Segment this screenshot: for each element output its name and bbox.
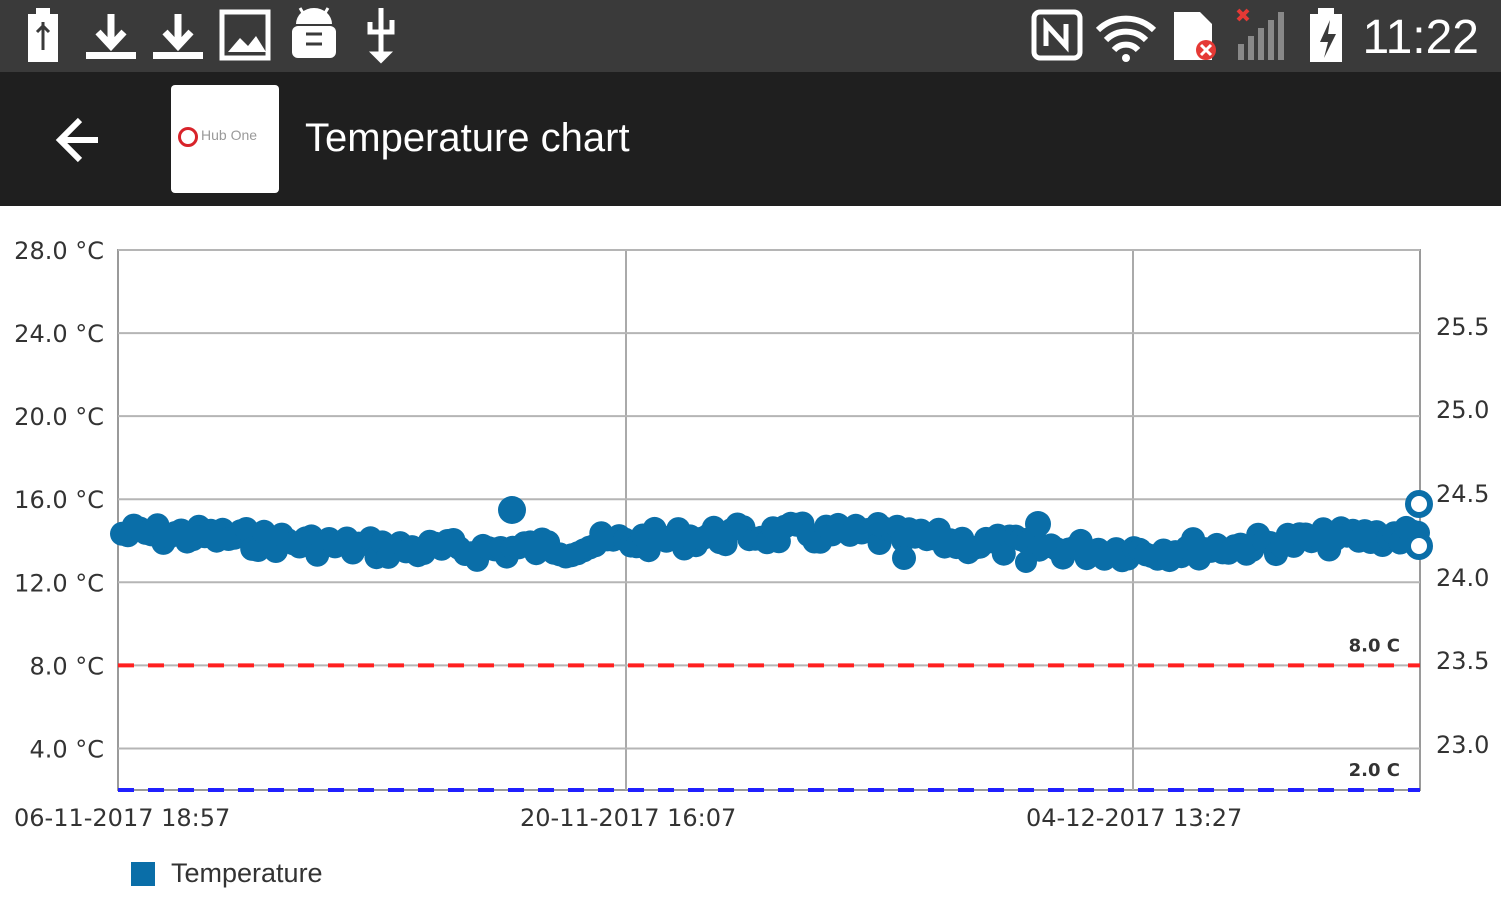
y-tick-label: 16.0 °C — [14, 486, 104, 514]
back-button[interactable] — [40, 102, 120, 178]
y2-tick-label: 23.5 — [1436, 647, 1489, 675]
legend-swatch — [131, 862, 155, 886]
y-tick-label: 4.0 °C — [29, 735, 104, 763]
wifi-icon — [1095, 15, 1157, 62]
data-point — [1015, 551, 1037, 573]
data-point-last — [1405, 532, 1433, 560]
y2-tick-label: 25.0 — [1436, 396, 1489, 424]
y-tick-label: 20.0 °C — [14, 403, 104, 431]
signal-no-service-icon — [1236, 8, 1284, 60]
status-icons — [28, 7, 1342, 64]
data-point — [234, 517, 259, 541]
download-icon — [153, 14, 203, 59]
x-tick-label: 04-12-2017 13:27 — [1026, 804, 1242, 832]
y-tick-label: 8.0 °C — [29, 652, 104, 680]
legend-label: Temperature — [171, 858, 323, 888]
right-axis: 23.0 23.5 24.0 24.5 25.0 25.5 — [1436, 313, 1489, 759]
status-bar: 11:22 — [0, 0, 1501, 72]
status-clock: 11:22 — [1362, 11, 1479, 64]
x-tick-label: 20-11-2017 16:07 — [520, 804, 736, 832]
y2-tick-label: 23.0 — [1436, 731, 1489, 759]
logo-ring-icon — [178, 127, 198, 147]
y-tick-label: 28.0 °C — [14, 237, 104, 265]
image-icon — [219, 9, 271, 61]
sim-error-icon — [1174, 12, 1216, 60]
download-icon — [86, 14, 136, 59]
limit-lines: 8.0 C 2.0 C — [118, 635, 1420, 792]
nfc-icon — [1031, 9, 1083, 61]
app-bar: Hub One Temperature chart — [0, 72, 1501, 206]
y-tick-label: 12.0 °C — [14, 569, 104, 597]
android-debug-icon — [292, 7, 336, 58]
y2-tick-label: 24.0 — [1436, 564, 1489, 592]
limit-line-label: 2.0 C — [1349, 760, 1400, 781]
x-axis: 06-11-2017 18:57 20-11-2017 16:07 04-12-20… — [14, 804, 1242, 832]
limit-line-label: 8.0 C — [1349, 635, 1400, 656]
x-tick-label: 06-11-2017 18:57 — [14, 804, 230, 832]
usb-icon — [367, 8, 395, 64]
left-axis: 4.0 °C 8.0 °C 12.0 °C 16.0 °C 20.0 °C 24.0 °C… — [14, 237, 104, 763]
page-title: Temperature chart — [305, 116, 630, 160]
app-logo: Hub One — [171, 85, 279, 193]
y2-tick-label: 25.5 — [1436, 313, 1489, 341]
y2-tick-label: 24.5 — [1436, 480, 1489, 508]
data-point — [892, 546, 916, 570]
y-tick-label: 24.0 °C — [14, 320, 104, 348]
data-point — [498, 496, 526, 524]
battery-usb-icon — [28, 8, 58, 62]
arrow-left-icon — [55, 117, 98, 163]
data-point — [866, 512, 890, 536]
temperature-chart: 4.0 °C 8.0 °C 12.0 °C 16.0 °C 20.0 °C 24.0 °C… — [14, 237, 1489, 832]
data-point-last — [1405, 490, 1433, 518]
data-point — [1025, 511, 1051, 537]
logo-text: Hub One — [201, 127, 258, 143]
series-temperature — [110, 490, 1433, 573]
gridlines — [118, 249, 1420, 790]
battery-charging-icon — [1310, 8, 1342, 62]
